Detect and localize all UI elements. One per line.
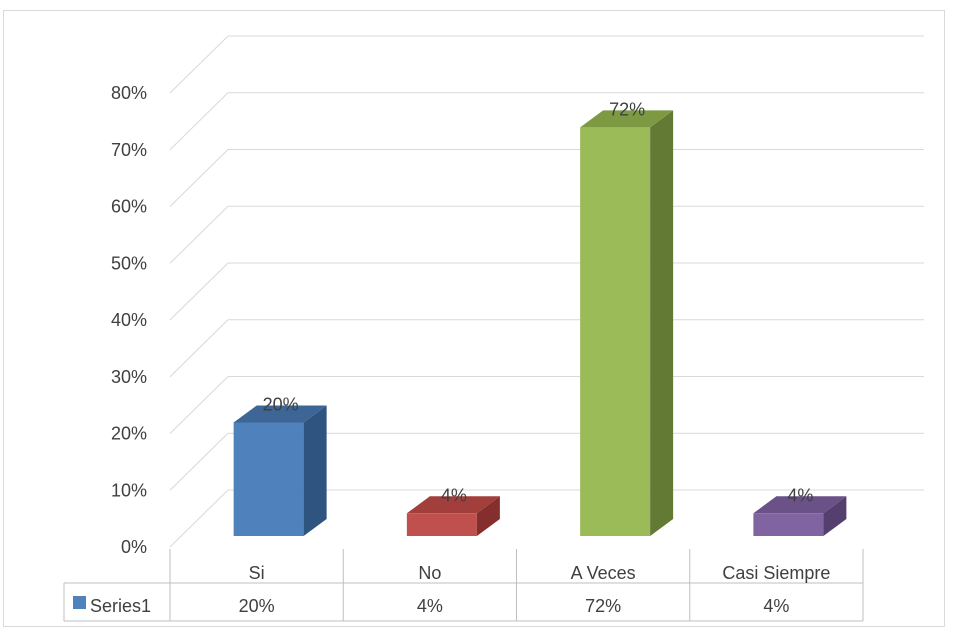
gridline-depth <box>169 92 229 151</box>
table-value: 72% <box>585 596 621 616</box>
data-table: Si 20% No 4% A Veces 72% Casi Siempre 4% Series1 <box>63 549 864 622</box>
y-tick-label: 10% <box>111 480 147 500</box>
y-tick-label: 70% <box>111 140 147 160</box>
table-value: 20% <box>239 596 275 616</box>
x-category-label: A Veces <box>571 563 636 583</box>
x-category-label: Si <box>249 563 265 583</box>
bar-front <box>580 127 651 537</box>
bar-front <box>233 422 304 536</box>
bar-top <box>753 496 847 514</box>
y-tick-label: 80% <box>111 83 147 103</box>
gridline-depth <box>169 205 229 264</box>
gridline-depth <box>169 489 229 548</box>
y-tick-label: 50% <box>111 253 147 273</box>
gridline-depth <box>169 262 229 321</box>
gridlines <box>169 35 924 548</box>
data-label: 72% <box>609 99 645 119</box>
data-label: 20% <box>263 395 299 415</box>
gridline-depth <box>169 35 229 94</box>
bar-si <box>233 405 327 536</box>
gridline-depth <box>169 432 229 491</box>
bar-casi-siempre <box>753 496 847 536</box>
table-value: 4% <box>763 596 789 616</box>
bar-top <box>406 496 500 514</box>
bar-front <box>753 513 824 536</box>
bar-top <box>580 110 674 128</box>
bar-top <box>233 405 327 423</box>
bar-side <box>303 405 327 536</box>
y-tick-label: 20% <box>111 424 147 444</box>
table-value: 4% <box>417 596 443 616</box>
y-axis-ticks: 0% 10% 20% 30% 40% 50% 60% 70% 80% <box>111 83 147 557</box>
y-tick-label: 40% <box>111 310 147 330</box>
x-category-label: Casi Siempre <box>722 563 830 583</box>
bar-front <box>406 513 477 536</box>
x-category-label: No <box>418 563 441 583</box>
gridline-depth <box>169 376 229 434</box>
bars <box>233 110 847 537</box>
legend-key-swatch <box>73 596 86 609</box>
bar-side <box>650 110 674 537</box>
y-tick-label: 60% <box>111 197 147 217</box>
legend-key-label: Series1 <box>90 596 151 616</box>
gridline-depth <box>169 319 229 378</box>
data-label: 4% <box>441 485 467 505</box>
y-tick-label: 30% <box>111 367 147 387</box>
gridline-depth <box>169 149 229 207</box>
y-tick-label: 0% <box>121 537 147 557</box>
bar-no <box>406 496 500 536</box>
data-labels: 20% 4% 72% 4% <box>263 99 814 505</box>
bar-side <box>823 496 847 536</box>
data-label: 4% <box>787 485 813 505</box>
bar-a-veces <box>580 110 674 537</box>
bar-side <box>476 496 500 536</box>
